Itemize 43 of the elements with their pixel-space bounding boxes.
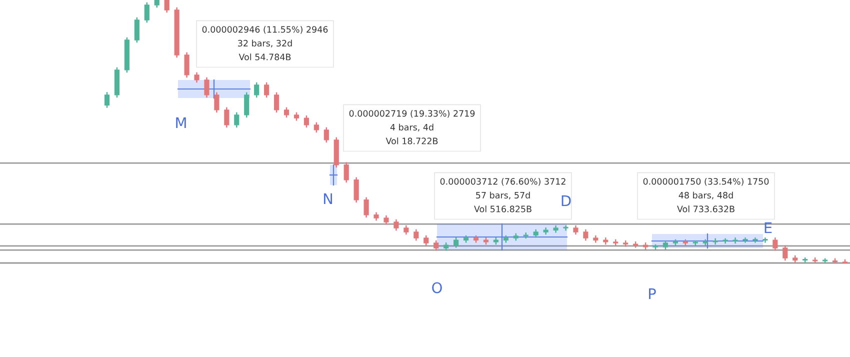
candlestick <box>404 224 409 236</box>
annotation: 0.000002946 (11.55%) 2946 32 bars, 32d Vol 54.784B <box>202 26 328 60</box>
candlestick <box>434 240 439 252</box>
candlestick <box>184 52 190 78</box>
candlestick <box>344 162 349 184</box>
annotation: 0.000002719 (19.33%) 2719 4 bars, 4d Vol 18.722B <box>349 110 475 144</box>
candlestick <box>194 72 200 84</box>
candlestick <box>104 91 110 108</box>
candlestick <box>384 214 389 226</box>
candlestick <box>424 234 429 246</box>
candlestick <box>164 0 170 14</box>
candlestick <box>264 82 270 98</box>
candlestick <box>772 236 778 252</box>
candlestick <box>274 92 280 114</box>
candlestick <box>224 106 230 128</box>
candlestick <box>304 114 310 128</box>
candlestick <box>732 236 738 244</box>
candlestick <box>134 16 140 44</box>
candlestick <box>324 126 329 144</box>
annotation: M <box>176 117 186 128</box>
candlestick <box>364 196 369 218</box>
candlestick <box>254 82 260 98</box>
candlestick <box>573 224 578 236</box>
candlestick <box>214 92 220 114</box>
annotation: 0.000001750 (33.54%) 1750 48 bars, 48d Vol 733.632B <box>643 178 769 212</box>
candlestick <box>394 218 399 232</box>
candlestick <box>523 232 528 240</box>
candlestick <box>244 92 250 118</box>
candlestick <box>354 176 359 204</box>
candlestick <box>144 2 150 24</box>
annotation: N <box>324 193 332 204</box>
candlestick <box>284 106 290 118</box>
candlestick <box>782 244 788 262</box>
candlestick <box>583 228 588 242</box>
candlestick <box>314 122 319 134</box>
text: P <box>649 288 656 300</box>
candlestick <box>234 112 240 128</box>
text: O <box>432 282 442 294</box>
annotation: E <box>764 222 772 234</box>
candlestick <box>662 240 668 250</box>
candlestick <box>204 76 210 98</box>
candlestick <box>414 228 419 242</box>
candlestick <box>454 236 459 248</box>
